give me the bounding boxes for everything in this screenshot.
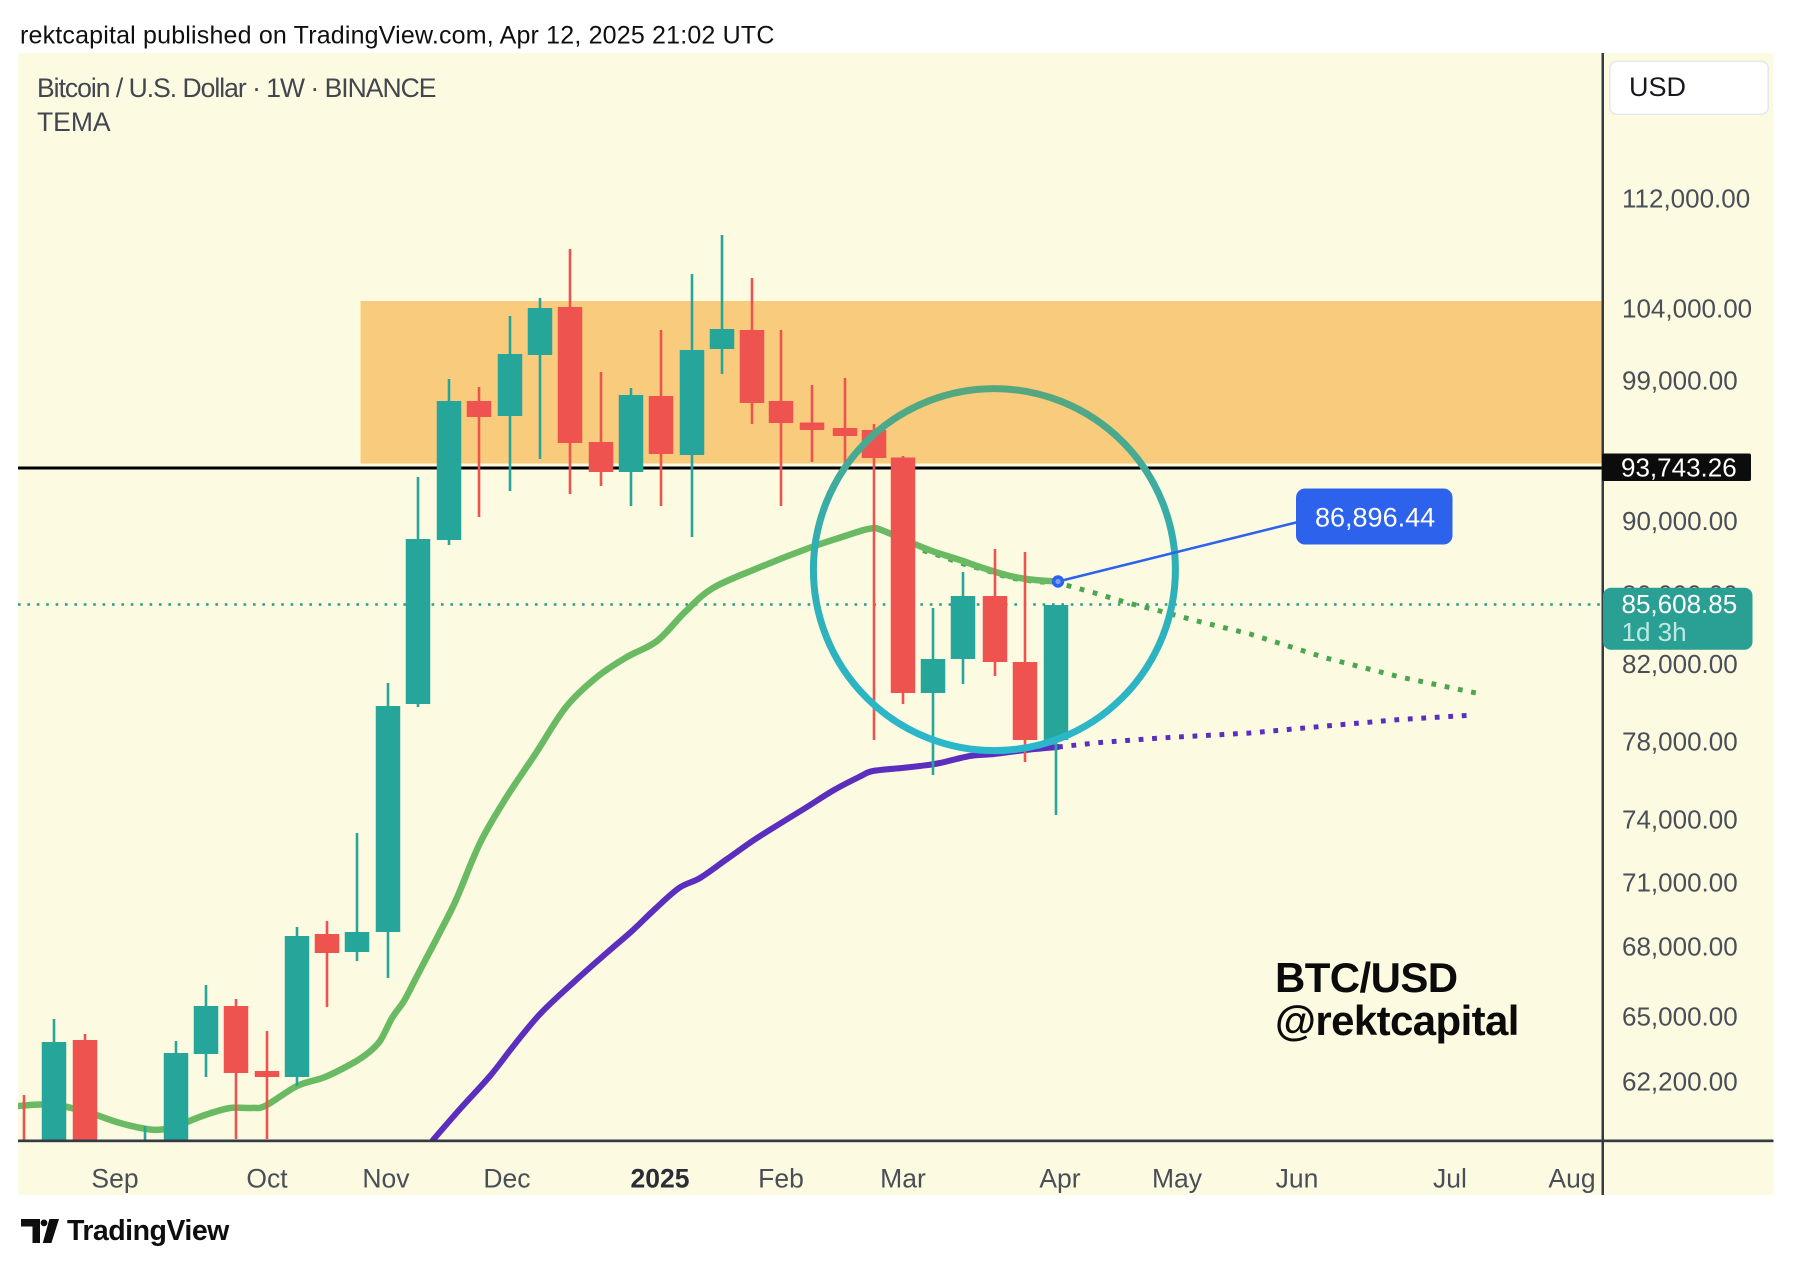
svg-text:Sep: Sep [91, 1164, 138, 1194]
svg-text:Oct: Oct [246, 1164, 288, 1194]
svg-text:TradingView: TradingView [67, 1215, 230, 1247]
svg-text:85,608.85: 85,608.85 [1622, 589, 1738, 619]
svg-text:Bitcoin / U.S. Dollar · 1W · B: Bitcoin / U.S. Dollar · 1W · BINANCE [37, 73, 436, 103]
svg-text:112,000.00: 112,000.00 [1622, 184, 1750, 214]
svg-text:71,000.00: 71,000.00 [1622, 868, 1738, 898]
svg-text:78,000.00: 78,000.00 [1622, 727, 1738, 757]
svg-text:2025: 2025 [631, 1164, 690, 1194]
svg-text:Aug: Aug [1548, 1164, 1595, 1194]
svg-text:Dec: Dec [483, 1164, 530, 1194]
svg-text:Apr: Apr [1039, 1164, 1080, 1194]
svg-text:Mar: Mar [880, 1164, 926, 1194]
svg-text:68,000.00: 68,000.00 [1622, 932, 1738, 962]
svg-text:@rektcapital: @rektcapital [1275, 997, 1519, 1044]
svg-text:USD: USD [1629, 72, 1686, 102]
svg-text:62,200.00: 62,200.00 [1622, 1067, 1738, 1097]
svg-text:86,896.44: 86,896.44 [1315, 503, 1435, 533]
svg-text:93,743.26: 93,743.26 [1621, 453, 1737, 483]
svg-text:82,000.00: 82,000.00 [1622, 649, 1738, 679]
svg-text:1d 3h: 1d 3h [1622, 617, 1687, 647]
svg-text:90,000.00: 90,000.00 [1622, 506, 1738, 536]
svg-text:Jul: Jul [1433, 1164, 1467, 1194]
svg-text:TEMA: TEMA [37, 107, 111, 137]
svg-text:99,000.00: 99,000.00 [1622, 366, 1738, 396]
svg-text:Nov: Nov [362, 1164, 410, 1194]
svg-text:Feb: Feb [758, 1164, 804, 1194]
svg-text:BTC/USD: BTC/USD [1275, 954, 1457, 1001]
svg-text:rektcapital published on Tradi: rektcapital published on TradingView.com… [20, 22, 775, 50]
svg-text:May: May [1152, 1164, 1203, 1194]
svg-text:Jun: Jun [1276, 1164, 1319, 1194]
svg-text:65,000.00: 65,000.00 [1622, 1002, 1738, 1032]
svg-text:74,000.00: 74,000.00 [1622, 805, 1738, 835]
svg-text:104,000.00: 104,000.00 [1622, 294, 1752, 324]
